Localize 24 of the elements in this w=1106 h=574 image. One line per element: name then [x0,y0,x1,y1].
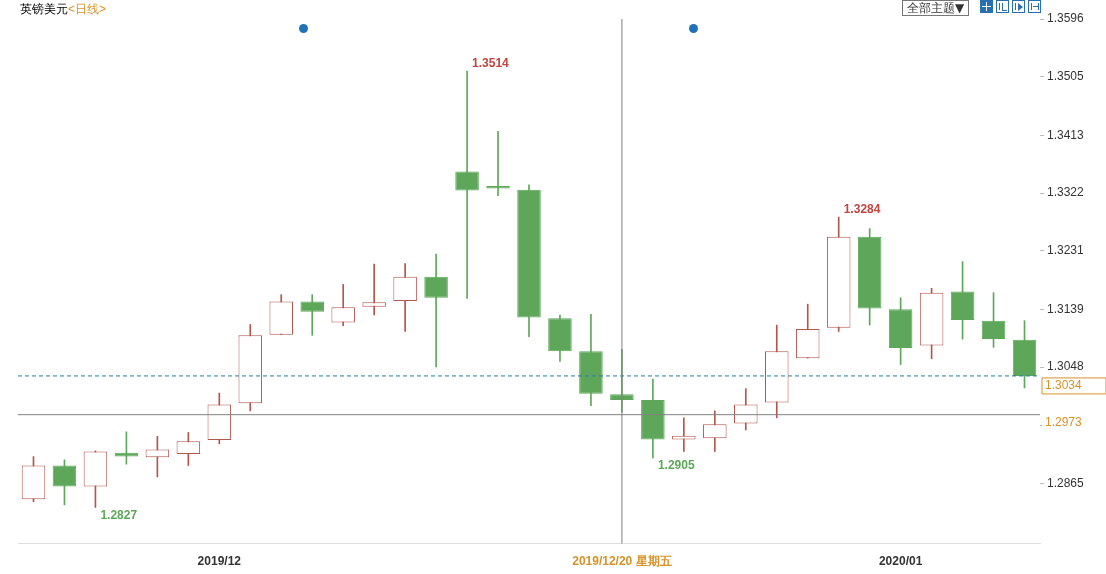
annotation: 1.2905 [657,458,695,473]
y-tick-label: 1.3413 [1047,127,1085,142]
x-tick-label: 2019/12/20 星期五 [572,554,672,569]
y-tick-label: 1.3596 [1047,11,1085,26]
ref-line-label: 1.2973 [1045,414,1083,429]
x-tick-label: 2020/01 [878,554,923,569]
y-tick-label: 1.3505 [1047,69,1085,84]
y-tick-label: 1.3139 [1047,301,1085,316]
chart-subtitle: <日线> [68,2,107,16]
candlestick [455,70,479,299]
x-tick-label: 2019/12 [197,554,242,569]
annotation: 1.3284 [843,202,881,217]
y-tick-label: 1.3322 [1047,185,1085,200]
annotation: 1.3514 [472,56,510,71]
y-tick-label: 1.3231 [1047,243,1085,258]
candlestick [300,294,324,336]
candlestick [424,253,448,368]
y-tick-label: 1.3048 [1047,359,1085,374]
y-tick-label: 1.2865 [1047,475,1085,490]
ref-line-label: 1.3034 [1045,378,1083,393]
theme-dropdown: 全部主题▼ [902,0,970,16]
candlestick [362,263,386,316]
annotation: 1.2827 [100,507,138,522]
candlestick [486,131,510,196]
